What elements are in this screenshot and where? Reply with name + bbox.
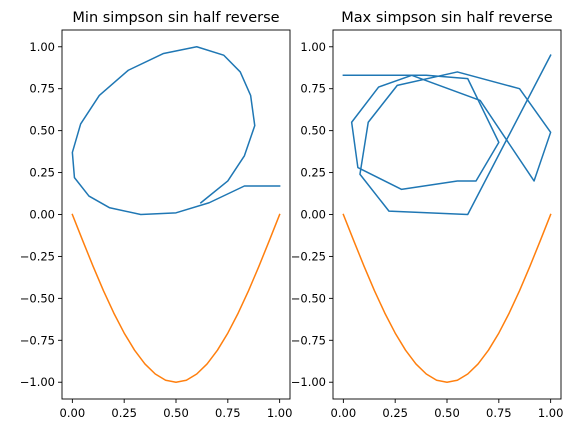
right-x-tick-label: 0.25 — [382, 406, 408, 420]
right-x-tick-label: 0.75 — [486, 406, 512, 420]
left-axes-frame — [61, 29, 291, 400]
left-y-tick-label: −1.00 — [20, 375, 55, 389]
right-y-tick-label: 0.75 — [300, 82, 326, 96]
left-y-tick-label: −0.75 — [20, 333, 55, 347]
right-y-tick-label: 0.25 — [300, 166, 326, 180]
left-y-tick-label: 1.00 — [29, 40, 55, 54]
right-chart-title: Max simpson sin half reverse — [341, 10, 553, 26]
left-y-tick-label: 0.50 — [29, 124, 55, 138]
right-series-line-1 — [342, 54, 552, 216]
left-x-tick-label: 0.75 — [215, 406, 241, 420]
left-y-tick-label: 0.25 — [29, 166, 55, 180]
right-x-tick-label: 0.00 — [331, 406, 357, 420]
right-y-tick-label: −0.50 — [291, 291, 326, 305]
right-y-tick-label: 0.00 — [300, 208, 326, 222]
left-subplot: 0.00 0.25 0.50 0.75 1.00 −1.00 −0.75 −0.50 −0.25… — [20, 10, 293, 420]
left-y-tick-label: 0.00 — [29, 208, 55, 222]
right-y-tick-label: 0.50 — [300, 124, 326, 138]
right-y-tick-label: −0.25 — [291, 249, 326, 263]
left-series-line-2 — [71, 213, 281, 383]
left-y-tick-label: −0.25 — [20, 249, 55, 263]
left-x-tick-label: 1.00 — [267, 406, 293, 420]
right-y-tick-label: 1.00 — [300, 40, 326, 54]
left-x-tick-label: 0.50 — [163, 406, 189, 420]
right-x-tick-label: 1.00 — [538, 406, 564, 420]
left-series-line-1 — [71, 46, 281, 216]
right-axes-frame — [332, 29, 562, 400]
right-subplot: 0.00 0.25 0.50 0.75 1.00 −1.00 −0.75 −0.50 −0.25… — [291, 10, 564, 420]
left-chart-title: Min simpson sin half reverse — [72, 10, 279, 26]
left-y-tick-label: −0.50 — [20, 291, 55, 305]
right-x-tick-label: 0.50 — [434, 406, 460, 420]
left-x-tick-label: 0.25 — [111, 406, 137, 420]
right-y-tick-label: −0.75 — [291, 333, 326, 347]
right-series-line-2 — [342, 213, 552, 383]
left-y-tick-label: 0.75 — [29, 82, 55, 96]
left-x-tick-label: 0.00 — [60, 406, 86, 420]
right-y-tick-label: −1.00 — [291, 375, 326, 389]
